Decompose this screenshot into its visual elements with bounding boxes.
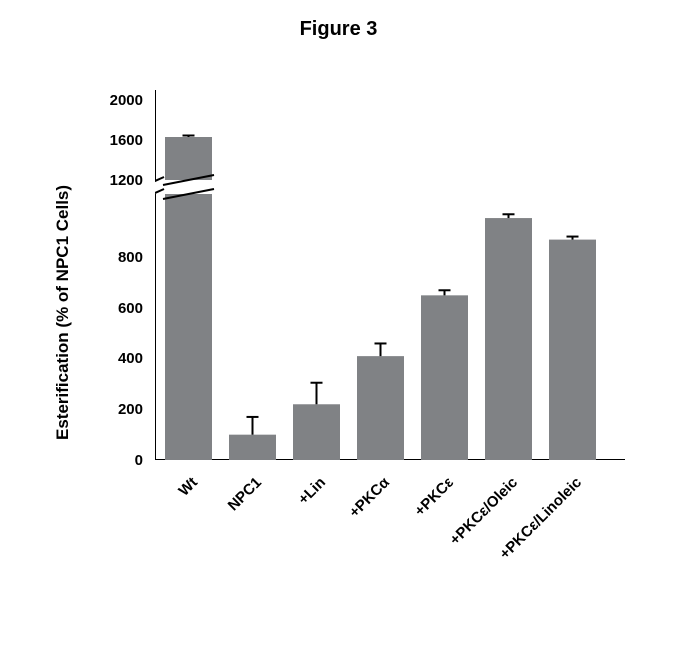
y-tick-label: 0 bbox=[83, 452, 143, 469]
bar-chart: 1200160020000200400600800WtNPC1+Lin+PKCα… bbox=[155, 90, 625, 460]
bar bbox=[357, 356, 404, 460]
y-tick-label: 1200 bbox=[83, 172, 143, 189]
y-tick-label: 1600 bbox=[83, 132, 143, 149]
bar bbox=[421, 295, 468, 460]
y-axis-label: Esterification (% of NPC1 Cells) bbox=[53, 185, 73, 440]
chart-svg bbox=[155, 90, 625, 460]
y-tick-label: 400 bbox=[83, 350, 143, 367]
bar-segment-lower bbox=[165, 194, 212, 460]
figure-title: Figure 3 bbox=[0, 18, 677, 41]
y-tick-label: 2000 bbox=[83, 92, 143, 109]
y-tick-label: 200 bbox=[83, 401, 143, 418]
y-tick-label: 800 bbox=[83, 249, 143, 266]
bar bbox=[549, 240, 596, 460]
y-tick-label: 600 bbox=[83, 300, 143, 317]
bar-segment-upper bbox=[165, 137, 212, 180]
bar bbox=[229, 435, 276, 460]
bar bbox=[293, 404, 340, 460]
bar bbox=[485, 218, 532, 460]
